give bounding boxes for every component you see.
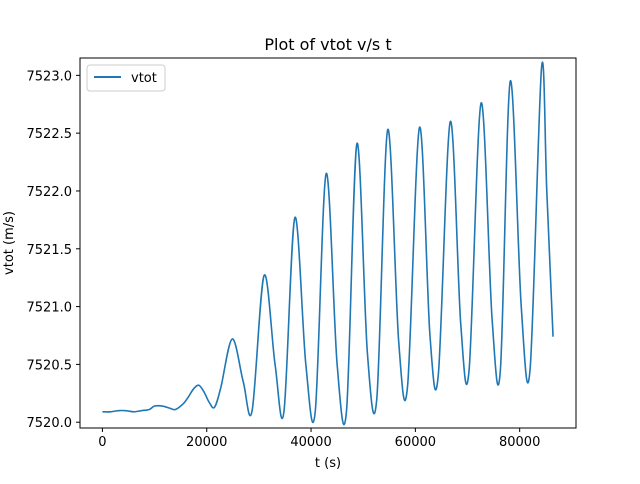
y-tick-label: 7520.5 bbox=[27, 358, 73, 373]
chart-title: Plot of vtot v/s t bbox=[264, 35, 391, 54]
series-layer bbox=[102, 61, 554, 426]
y-tick-label: 7521.0 bbox=[27, 301, 73, 316]
y-axis-label: vtot (m/s) bbox=[2, 211, 17, 275]
axes-frame bbox=[79, 57, 577, 429]
y-tick-label: 7522.0 bbox=[27, 185, 73, 200]
y-tick-label: 7522.5 bbox=[27, 127, 73, 142]
y-tick-label: 7521.5 bbox=[27, 243, 73, 258]
plot-area bbox=[79, 57, 577, 429]
y-tick-label: 7523.0 bbox=[27, 69, 73, 84]
x-tick-label: 20000 bbox=[186, 435, 227, 450]
x-tick-label: 40000 bbox=[290, 435, 331, 450]
y-axis: 7520.0 7520.5 7521.0 7521.5 7522.0 7522.5 7523… bbox=[27, 69, 80, 431]
x-axis-label: t (s) bbox=[315, 456, 341, 471]
x-tick-label: 0 bbox=[98, 435, 106, 450]
legend-label: vtot bbox=[131, 71, 157, 86]
x-tick-label: 80000 bbox=[499, 435, 540, 450]
plot-background bbox=[80, 58, 576, 428]
x-tick-label: 60000 bbox=[395, 435, 436, 450]
y-tick-label: 7520.0 bbox=[27, 416, 73, 431]
x-axis: 0 20000 40000 60000 80000 bbox=[98, 428, 540, 450]
legend-box bbox=[86, 64, 166, 92]
legend: vtot bbox=[86, 64, 166, 92]
series-line-vtot bbox=[102, 61, 554, 426]
